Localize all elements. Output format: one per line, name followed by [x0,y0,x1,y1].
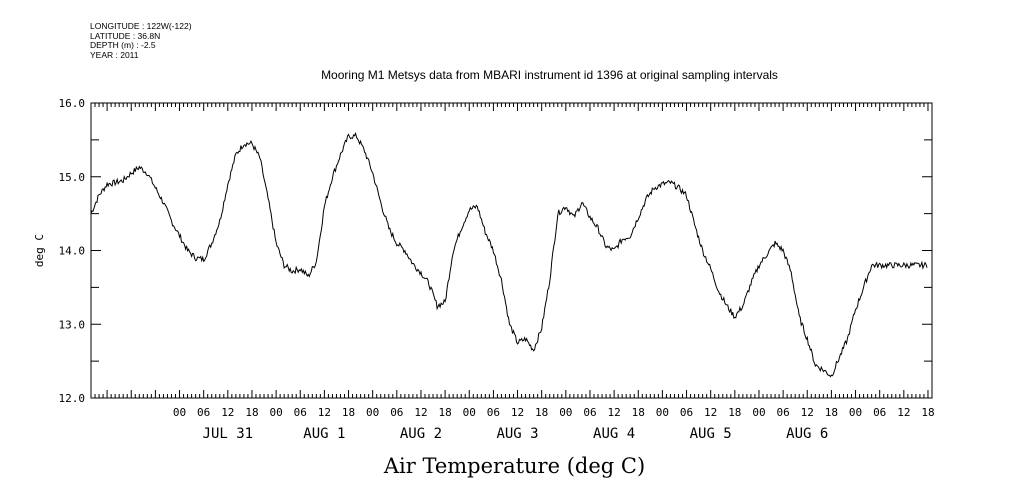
latitude-text: LATITUDE : 36.8N [90,30,161,41]
x-day-label: AUG 3 [496,426,538,442]
x-hour-label: 12 [607,406,620,419]
x-axis-label: Air Temperature (deg C) [383,454,646,478]
x-hour-label: 12 [897,406,910,419]
x-day-label: AUG 4 [593,426,635,442]
x-hour-label: 00 [463,406,476,419]
x-hour-label: 00 [656,406,669,419]
x-hour-label: 18 [245,406,258,419]
x-hour-label: 00 [849,406,862,419]
y-tick-label: 14.0 [59,245,86,258]
x-hour-label: 06 [776,406,789,419]
x-hour-label: 06 [487,406,500,419]
y-tick-label: 13.0 [59,318,86,331]
x-hour-label: 06 [197,406,210,419]
series-line [90,131,928,378]
plot-frame [90,102,933,399]
y-tick-label: 16.0 [59,97,86,110]
x-hour-label: 12 [221,406,234,419]
x-hour-label: 18 [728,406,741,419]
x-hour-label: 18 [632,406,645,419]
x-hour-label: 18 [342,406,355,419]
x-hour-label: 18 [535,406,548,419]
y-tick-label: 15.0 [59,171,86,184]
x-hour-label: 06 [873,406,886,419]
x-hour-label: 00 [366,406,379,419]
x-hour-label: 12 [318,406,331,419]
x-hour-label: 00 [173,406,186,419]
x-hour-label: 00 [269,406,282,419]
x-hour-label: 12 [414,406,427,419]
x-day-label: AUG 6 [786,426,828,442]
station-metadata: LONGITUDE : 122W(-122) LATITUDE : 36.8N … [90,21,192,60]
x-hour-label: 06 [680,406,693,419]
x-hour-label: 06 [390,406,403,419]
y-tick-label: 12.0 [59,392,86,405]
x-day-label: AUG 2 [400,426,442,442]
longitude-text: LONGITUDE : 122W(-122) [90,21,192,31]
x-hour-label: 00 [752,406,765,419]
chart-title: Mooring M1 Metsys data from MBARI instru… [321,68,778,82]
year-text: YEAR : 2011 [90,49,139,60]
x-day-label: AUG 1 [303,426,345,442]
x-day-label: JUL 31 [203,426,254,442]
x-hour-label: 06 [294,406,307,419]
x-hour-label: 06 [583,406,596,419]
depth-text: DEPTH (m) : -2.5 [90,40,156,50]
x-hour-label: 12 [511,406,524,419]
y-axis-label: deg C [33,234,46,267]
x-hour-label: 00 [559,406,572,419]
x-hour-label: 12 [801,406,814,419]
x-hour-label: 18 [438,406,451,419]
x-day-label: AUG 5 [690,426,732,442]
x-hour-label: 18 [921,406,934,419]
x-hour-label: 18 [825,406,838,419]
x-hour-label: 12 [704,406,717,419]
